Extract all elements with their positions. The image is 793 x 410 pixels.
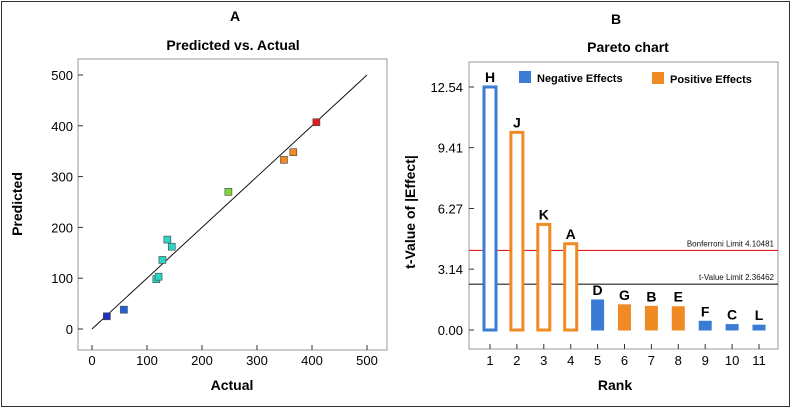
panel-b-bar-8 bbox=[671, 306, 685, 331]
panel-a-x-tick-label: 500 bbox=[356, 353, 378, 368]
legend-label-negative: Negative Effects bbox=[537, 73, 623, 85]
legend-swatch-negative bbox=[519, 71, 531, 83]
panel-a-data-point-2 bbox=[120, 305, 128, 314]
panel-b-x-tick-label: 11 bbox=[752, 353, 766, 368]
panel-b-bar-label-3: K bbox=[539, 206, 549, 222]
panel-b-bar-3 bbox=[536, 222, 552, 332]
panel-b-legend: Negative Effects Positive Effects bbox=[519, 71, 752, 86]
panel-a-y-tick-label: 400 bbox=[51, 119, 73, 134]
panel-a-x-tick-label: 400 bbox=[301, 353, 323, 368]
panel-b-bar-7 bbox=[644, 305, 658, 331]
panel-b-plot-area bbox=[468, 61, 779, 350]
panel-b-y-tick-label: 6.27 bbox=[438, 202, 463, 217]
panel-a: A Predicted vs. Actual 0 100 200 300 400 500 0… bbox=[9, 8, 388, 393]
panel-b-y-axis-label: t-Value of |Effect| bbox=[402, 155, 418, 269]
panel-a-reference-line bbox=[91, 74, 368, 330]
panel-a-y-tick-label: 0 bbox=[66, 322, 73, 337]
panel-b-x-axis-label: Rank bbox=[598, 377, 632, 393]
figure: A Predicted vs. Actual 0 100 200 300 400 5000… bbox=[9, 8, 779, 393]
panel-b-x-tick-label: 7 bbox=[648, 353, 655, 368]
panel-b-bar-6 bbox=[618, 304, 631, 331]
panel-b-bar-label-6: G bbox=[619, 287, 630, 303]
panel-a-y-axis-label: Predicted bbox=[9, 172, 25, 236]
panel-b-bar-10 bbox=[725, 324, 739, 331]
legend-label-positive: Positive Effects bbox=[670, 74, 752, 86]
panel-b-x-tick-label: 6 bbox=[621, 353, 628, 368]
panel-b-bar-label-2: J bbox=[513, 114, 521, 130]
panel-a-y-tick-label: 500 bbox=[51, 68, 73, 83]
panel-b-bar-11 bbox=[752, 324, 766, 331]
panel-b-x-tick-label: 5 bbox=[594, 353, 601, 368]
panel-b-x-tick-label: 3 bbox=[540, 353, 547, 368]
panel-a-x-tick-label: 0 bbox=[88, 353, 95, 368]
panel-b-reference-line-label-2: t-Value Limit 2.36462 bbox=[699, 273, 775, 282]
panel-a-data-point-10 bbox=[289, 148, 298, 157]
panel-b-x-tick-label: 1 bbox=[486, 353, 493, 368]
panel-a-x-tick-label: 100 bbox=[136, 353, 158, 368]
panel-b-bar-label-5: D bbox=[593, 282, 603, 298]
panel-a-data-point-5 bbox=[158, 256, 167, 264]
panel-b-bar-label-9: F bbox=[701, 303, 710, 319]
panel-b-bar-label-10: C bbox=[727, 307, 737, 323]
panel-b-x-tick-label: 8 bbox=[675, 353, 682, 368]
panel-b-x-tick-label: 9 bbox=[702, 353, 709, 368]
panel-b-bar-2 bbox=[509, 130, 525, 332]
panel-a-data-point-4 bbox=[154, 272, 163, 281]
panel-a-plot-area bbox=[77, 58, 388, 351]
panel-b-bar-label-8: E bbox=[674, 289, 683, 305]
panel-a-x-tick-label: 300 bbox=[246, 353, 268, 368]
panel-b-bar-label-1: H bbox=[485, 69, 495, 85]
panel-a-y-tick-label: 300 bbox=[51, 170, 73, 185]
panel-a-x-axis-label: Actual bbox=[211, 377, 254, 393]
panel-b-reference-line-label-1: Bonferroni Limit 4.10481 bbox=[687, 239, 775, 248]
panel-a-label: A bbox=[230, 8, 240, 24]
panel-b-y-tick-label: 0.00 bbox=[438, 323, 463, 338]
panel-a-y-tick-label: 200 bbox=[51, 220, 73, 235]
panel-b-bar-label-7: B bbox=[646, 288, 656, 304]
panel-b-bar-label-11: L bbox=[755, 307, 764, 323]
panel-a-data-point-11 bbox=[312, 118, 321, 127]
panel-a-data-point-6 bbox=[163, 235, 172, 244]
panel-b-x-tick-label: 4 bbox=[567, 353, 574, 368]
panel-b-x-tick-label: 10 bbox=[725, 353, 739, 368]
panel-a-y-tick-label: 100 bbox=[51, 271, 73, 286]
legend-swatch-positive bbox=[652, 72, 664, 84]
panel-a-x-tick-label: 200 bbox=[191, 353, 213, 368]
panel-a-title: Predicted vs. Actual bbox=[166, 37, 299, 53]
panel-b-y-tick-label: 9.41 bbox=[438, 141, 463, 156]
panel-b-bar-4 bbox=[563, 242, 579, 332]
panel-b-bar-9 bbox=[698, 320, 712, 331]
panel-a-data-point-8 bbox=[224, 188, 233, 196]
panel-b-bar-5 bbox=[591, 299, 605, 331]
panel-b-bar-1 bbox=[482, 85, 498, 332]
panel-b-label: B bbox=[611, 11, 621, 27]
panel-b-bar-label-4: A bbox=[566, 226, 576, 242]
panel-b-y-tick-label: 3.14 bbox=[438, 262, 463, 277]
panel-a-data-point-1 bbox=[103, 312, 111, 321]
panel-a-data-point-7 bbox=[167, 242, 176, 251]
panel-a-data-point-9 bbox=[280, 156, 288, 164]
panel-b: B Pareto chart 0.00 3.14 6.27 9.41 12.54 1 2 3 4… bbox=[402, 11, 779, 393]
panel-b-title: Pareto chart bbox=[587, 39, 669, 55]
panel-b-y-tick-label: 12.54 bbox=[430, 80, 463, 95]
panel-b-x-tick-label: 2 bbox=[513, 353, 520, 368]
